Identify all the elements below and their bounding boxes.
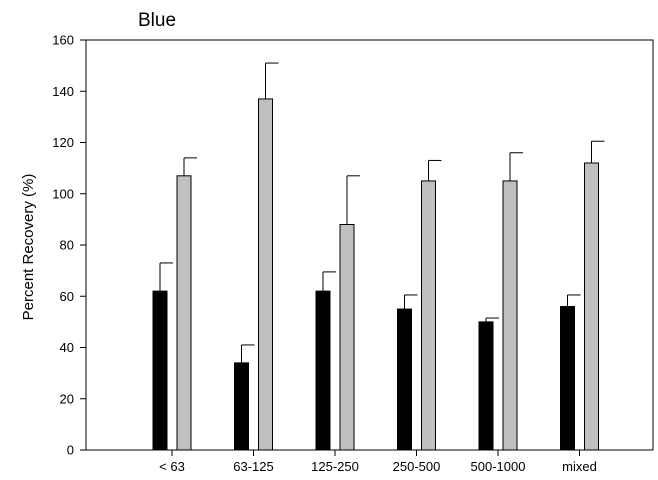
y-tick-label-2: 40 — [60, 340, 74, 355]
y-tick-label-0: 0 — [67, 443, 74, 458]
bar-s2-5 — [584, 162, 599, 451]
x-tick-label-3: 250-500 — [393, 459, 441, 474]
y-tick-label-8: 160 — [52, 33, 74, 48]
y-tick-label-1: 20 — [60, 391, 74, 406]
bar-s2-1 — [258, 98, 273, 451]
y-tick-label-7: 140 — [52, 84, 74, 99]
x-tick-label-0: < 63 — [159, 459, 185, 474]
x-tick-label-5: mixed — [562, 459, 597, 474]
y-tick-label-3: 60 — [60, 289, 74, 304]
bar-s2-0 — [176, 175, 192, 451]
x-tick-label-2: 125-250 — [311, 459, 359, 474]
bar-s1-4 — [478, 321, 494, 451]
y-tick-label-5: 100 — [52, 186, 74, 201]
bar-s1-3 — [397, 308, 412, 451]
y-tick-label-6: 120 — [52, 135, 74, 150]
bar-s2-3 — [421, 180, 436, 451]
bar-s1-1 — [234, 362, 249, 451]
bar-s2-4 — [502, 180, 518, 451]
bar-s1-0 — [152, 290, 168, 451]
bar-s2-2 — [339, 224, 355, 451]
bar-s1-5 — [560, 306, 575, 451]
x-tick-label-4: 500-1000 — [471, 459, 526, 474]
y-axis-title: Percent Recovery (%) — [20, 174, 37, 321]
plot-area: 0 20 40 60 80 100 120 140 160 < 63 63-125 125-250 25… — [52, 33, 654, 474]
bar-s1-2 — [315, 290, 331, 451]
chart-title: Blue — [138, 10, 176, 31]
x-tick-label-1: 63-125 — [233, 459, 273, 474]
y-tick-label-4: 80 — [60, 238, 74, 253]
